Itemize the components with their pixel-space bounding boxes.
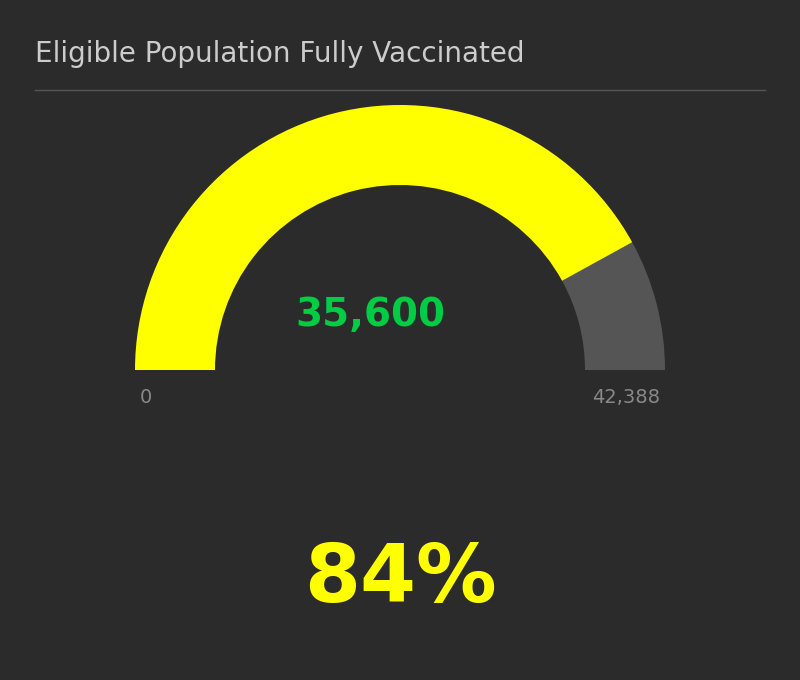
Wedge shape — [135, 105, 632, 370]
Text: Eligible Population Fully Vaccinated: Eligible Population Fully Vaccinated — [35, 40, 525, 68]
Text: 84%: 84% — [304, 541, 496, 619]
Text: 42,388: 42,388 — [592, 388, 660, 407]
Text: 35,600: 35,600 — [295, 296, 445, 334]
Wedge shape — [562, 242, 665, 370]
Text: 0: 0 — [140, 388, 152, 407]
